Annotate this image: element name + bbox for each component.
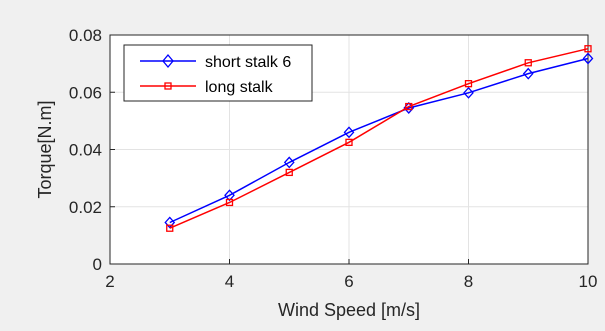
series-line: [169, 47, 589, 229]
series-1: [166, 45, 592, 232]
legend: short stalk 6 long stalk: [123, 44, 313, 102]
legend-marker-square-icon: [164, 82, 172, 90]
legend-label-long-stalk: long stalk: [205, 79, 274, 96]
y-tick-label: 0.06: [69, 83, 102, 102]
legend-label-short-stalk: short stalk 6: [205, 54, 291, 71]
data-point: [584, 45, 592, 53]
series-line: [169, 57, 589, 224]
x-tick-label: 6: [344, 272, 353, 291]
legend-marker-diamond-icon: [162, 53, 174, 69]
x-tick-label: 2: [105, 272, 114, 291]
data-point: [463, 86, 474, 99]
data-point: [524, 59, 532, 67]
y-tick-label: 0.02: [69, 198, 102, 217]
y-tick-label: 0: [93, 255, 102, 274]
data-point: [345, 138, 353, 146]
data-point: [522, 67, 534, 80]
data-point: [225, 198, 234, 207]
data-point: [166, 224, 174, 232]
y-tick-label: 0.08: [69, 26, 102, 45]
ticks: 2 4 6 8 10 0 0.02 0.04 0.06 0.08: [69, 26, 598, 291]
data-point: [343, 126, 355, 139]
legend-box: [123, 44, 313, 102]
series: [164, 45, 594, 232]
data-point: [464, 80, 473, 88]
x-tick-label: 8: [464, 272, 473, 291]
data-point: [283, 156, 295, 169]
y-tick-label: 0.04: [69, 141, 102, 160]
x-tick-label: 10: [579, 272, 598, 291]
data-point: [224, 189, 235, 202]
data-point: [582, 52, 594, 65]
data-point: [405, 102, 413, 111]
x-tick-label: 4: [225, 272, 234, 291]
x-axis-label: Wind Speed [m/s]: [278, 300, 420, 320]
y-axis-label: Torque[N.m]: [35, 100, 55, 198]
data-point: [285, 168, 293, 177]
